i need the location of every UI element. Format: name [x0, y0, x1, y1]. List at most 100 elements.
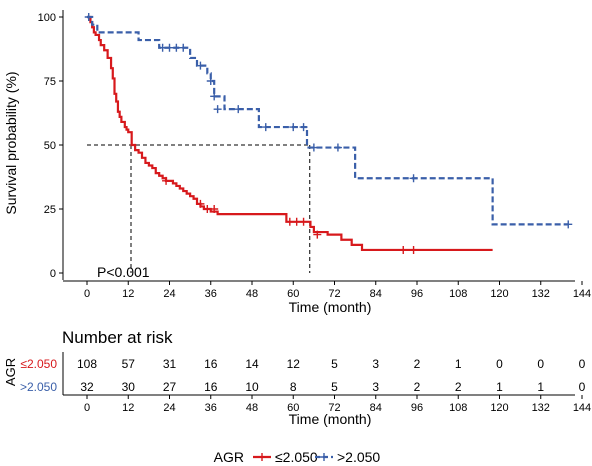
- risk-count: 10: [245, 380, 259, 394]
- censor-mark: [399, 245, 408, 254]
- survival-curve-low: [87, 15, 493, 252]
- risk-count: 1: [537, 380, 544, 394]
- y-tick-label: 0: [50, 268, 56, 280]
- censor-mark: [172, 43, 181, 52]
- censor-mark: [162, 176, 171, 185]
- risk-count: 108: [77, 357, 97, 371]
- censor-mark: [165, 43, 174, 52]
- x-tick-label: 0: [84, 402, 90, 414]
- risk-table-title: Number at risk: [62, 328, 173, 347]
- x-tick-label: 72: [328, 288, 340, 300]
- risk-table-x-axis-title: Time (month): [289, 411, 372, 427]
- survival-curve-high: [87, 15, 569, 226]
- risk-count: 2: [414, 380, 421, 394]
- x-tick-label: 48: [246, 402, 258, 414]
- risk-count: 57: [122, 357, 136, 371]
- censor-mark: [409, 174, 418, 183]
- censor-mark: [196, 199, 205, 208]
- censor-mark: [158, 43, 167, 52]
- risk-count: 14: [245, 357, 259, 371]
- risk-count: 2: [455, 380, 462, 394]
- x-tick-label: 120: [490, 402, 508, 414]
- censor-mark: [213, 105, 222, 114]
- legend-title: AGR: [214, 449, 244, 465]
- x-tick-label: 120: [490, 288, 508, 300]
- risk-count: 2: [414, 357, 421, 371]
- x-tick-label: 60: [287, 288, 299, 300]
- censor-mark: [564, 220, 573, 229]
- x-tick-label: 36: [205, 288, 217, 300]
- risk-count: 5: [331, 380, 338, 394]
- risk-count: 0: [579, 380, 586, 394]
- risk-row-label: ≤2.050: [20, 357, 57, 371]
- x-tick-label: 84: [370, 402, 382, 414]
- legend-swatch-censor: [320, 453, 328, 461]
- risk-table-group-label: AGR: [3, 358, 18, 386]
- risk-count: 1: [496, 380, 503, 394]
- x-tick-label: 72: [328, 402, 340, 414]
- risk-count: 3: [372, 380, 379, 394]
- risk-count: 16: [204, 380, 218, 394]
- censor-mark: [299, 217, 308, 226]
- x-tick-label: 108: [449, 402, 467, 414]
- legend: AGR ≤2.050 >2.050: [214, 449, 381, 465]
- risk-count: 3: [372, 357, 379, 371]
- censor-mark: [210, 92, 219, 101]
- legend-item-label: ≤2.050: [275, 449, 318, 465]
- x-tick-label: 24: [163, 402, 175, 414]
- risk-count: 8: [290, 380, 297, 394]
- x-tick-label: 144: [573, 402, 591, 414]
- x-tick-label: 60: [287, 402, 299, 414]
- y-tick-label: 25: [44, 204, 56, 216]
- risk-count: 27: [163, 380, 177, 394]
- y-tick-label: 75: [44, 76, 56, 88]
- x-tick-label: 84: [370, 288, 382, 300]
- risk-table: Number at risk AGR ≤2.050 108 57 31 16 14 12 5 3…: [3, 328, 591, 427]
- censor-mark: [210, 205, 219, 213]
- x-tick-label: 132: [532, 402, 550, 414]
- censor-mark: [196, 61, 205, 70]
- censor-mark: [292, 217, 301, 226]
- risk-table-x-ticks: 0 12 24 36 48 60 72 84 96 108 120 132 144: [84, 395, 591, 414]
- x-tick-label: 96: [411, 288, 423, 300]
- x-ticks: 0 12 24 36 48 60 72 84 96 108 120 132 144: [84, 281, 591, 300]
- censor-mark: [234, 105, 243, 114]
- x-tick-label: 96: [411, 402, 423, 414]
- x-tick-label: 24: [163, 288, 175, 300]
- risk-count: 1: [455, 357, 462, 371]
- risk-count: 12: [287, 357, 301, 371]
- censor-mark: [309, 143, 318, 152]
- x-tick-label: 0: [84, 288, 90, 300]
- km-plot-panel: 0 25 50 75 100 0 12 24 36 48 60 72 84 96 108 120 132 144…: [3, 10, 591, 315]
- p-value-label: P<0.001: [97, 264, 150, 280]
- y-ticks: 0 25 50 75 100: [38, 12, 63, 280]
- censor-mark: [179, 43, 188, 52]
- risk-table-rows: ≤2.050 108 57 31 16 14 12 5 3 2 1 0 0 0>2.050 32 30 27 16…: [20, 357, 586, 394]
- survival-curves: [84, 13, 573, 254]
- censor-mark: [333, 143, 342, 152]
- risk-count: 5: [331, 357, 338, 371]
- censor-mark: [285, 217, 294, 226]
- x-tick-label: 132: [532, 288, 550, 300]
- y-tick-label: 50: [44, 140, 56, 152]
- y-tick-label: 100: [38, 12, 56, 24]
- risk-row-label: >2.050: [20, 380, 57, 394]
- x-tick-label: 12: [122, 288, 134, 300]
- risk-count: 0: [579, 357, 586, 371]
- censor-mark: [299, 123, 308, 132]
- legend-item-label: >2.050: [337, 449, 380, 465]
- risk-count: 32: [80, 380, 94, 394]
- censor-mark: [84, 13, 93, 21]
- y-axis-title: Survival probability (%): [3, 71, 19, 214]
- censor-mark: [313, 230, 322, 239]
- censor-mark: [206, 77, 215, 85]
- legend-swatch-censor: [258, 453, 266, 461]
- risk-count: 30: [122, 380, 136, 394]
- risk-count: 0: [496, 357, 503, 371]
- risk-count: 0: [537, 357, 544, 371]
- x-tick-label: 12: [122, 402, 134, 414]
- censor-mark: [203, 205, 212, 213]
- x-tick-label: 48: [246, 288, 258, 300]
- censor-mark: [409, 245, 418, 254]
